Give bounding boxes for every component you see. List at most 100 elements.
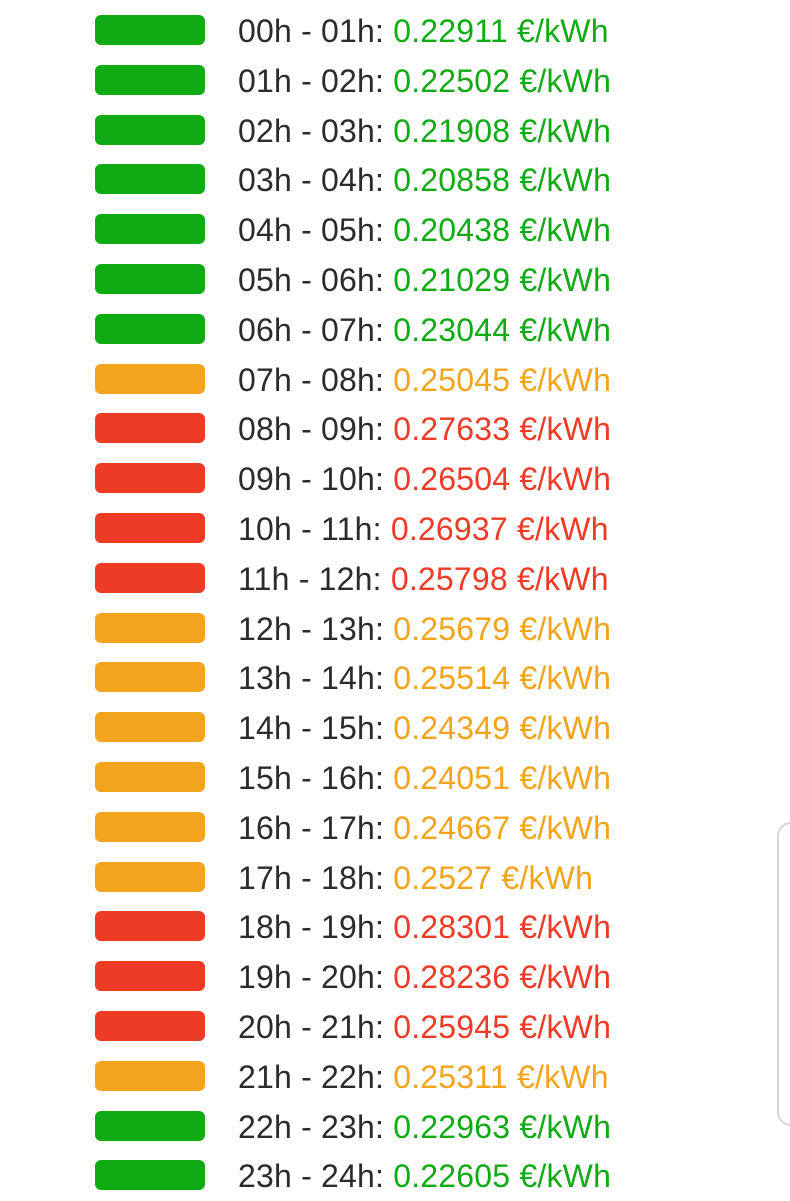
price-unit: €/kWh — [519, 62, 612, 99]
hour-range: 14h - 15h — [238, 710, 376, 747]
hour-separator: : — [375, 1058, 394, 1095]
hour-range: 11h - 12h — [238, 560, 373, 597]
price-unit: €/kWh — [519, 411, 612, 448]
hour-separator: : — [375, 660, 394, 697]
price-row: 08h - 09h: 0.27633 €/kWh — [0, 404, 790, 454]
price-row: 20h - 21h: 0.25945 €/kWh — [0, 1002, 790, 1052]
price-value: 0.25945 — [393, 1008, 511, 1045]
hour-range: 05h - 06h — [238, 261, 376, 298]
price-value: 0.25514 — [393, 660, 511, 697]
price-level-bar — [95, 911, 205, 942]
hour-separator: : — [375, 759, 394, 796]
price-level-bar — [95, 861, 205, 892]
price-level-bar — [95, 961, 205, 992]
price-level-bar — [95, 811, 205, 842]
price-label: 15h - 16h: 0.24051 €/kWh — [238, 758, 611, 798]
price-unit: €/kWh — [517, 510, 609, 547]
price-level-bar — [95, 463, 205, 494]
hour-range: 06h - 07h — [238, 311, 376, 348]
price-value: 0.24667 — [393, 809, 511, 846]
hour-range: 08h - 09h — [238, 411, 376, 448]
price-unit: €/kWh — [519, 909, 612, 946]
hour-separator: : — [375, 461, 394, 498]
price-label: 07h - 08h: 0.25045 €/kWh — [238, 360, 611, 400]
hour-separator: : — [375, 610, 394, 647]
price-label: 08h - 09h: 0.27633 €/kWh — [238, 409, 611, 449]
hour-range: 18h - 19h — [238, 909, 376, 946]
price-row: 12h - 13h: 0.25679 €/kWh — [0, 604, 790, 654]
price-value: 0.26504 — [393, 461, 511, 498]
price-row: 11h - 12h: 0.25798 €/kWh — [0, 554, 790, 604]
hour-range: 16h - 17h — [238, 809, 376, 846]
price-value: 0.25798 — [390, 560, 508, 597]
hour-separator: : — [375, 710, 394, 747]
price-level-bar — [95, 363, 205, 394]
price-level-bar — [95, 612, 205, 643]
price-label: 06h - 07h: 0.23044 €/kWh — [238, 310, 611, 350]
hour-range: 00h - 01h — [238, 13, 376, 49]
price-row: 06h - 07h: 0.23044 €/kWh — [0, 305, 790, 355]
price-label: 12h - 13h: 0.25679 €/kWh — [238, 609, 611, 649]
hour-range: 10h - 11h — [238, 510, 373, 547]
price-label: 09h - 10h: 0.26504 €/kWh — [238, 459, 611, 499]
price-value: 0.2527 — [393, 859, 493, 896]
price-label: 11h - 12h: 0.25798 €/kWh — [238, 559, 609, 599]
price-label: 21h - 22h: 0.25311 €/kWh — [238, 1057, 609, 1097]
price-unit: €/kWh — [519, 1158, 612, 1195]
price-label: 04h - 05h: 0.20438 €/kWh — [238, 210, 611, 250]
price-unit: €/kWh — [519, 610, 612, 647]
price-value: 0.25311 — [393, 1058, 508, 1095]
price-level-bar — [95, 64, 205, 95]
hour-range: 01h - 02h — [238, 62, 376, 99]
price-level-bar — [95, 1160, 205, 1191]
price-level-bar — [95, 263, 205, 294]
price-label: 13h - 14h: 0.25514 €/kWh — [238, 658, 611, 698]
hour-separator: : — [375, 859, 394, 896]
price-label: 17h - 18h: 0.2527 €/kWh — [238, 858, 593, 898]
price-unit: €/kWh — [519, 759, 612, 796]
price-unit: €/kWh — [519, 261, 612, 298]
price-label: 18h - 19h: 0.28301 €/kWh — [238, 907, 611, 947]
price-label: 16h - 17h: 0.24667 €/kWh — [238, 808, 611, 848]
price-label: 10h - 11h: 0.26937 €/kWh — [238, 509, 609, 549]
price-value: 0.21908 — [393, 112, 511, 149]
price-unit: €/kWh — [519, 959, 612, 996]
price-level-bar — [95, 761, 205, 792]
price-level-bar — [95, 562, 205, 593]
hour-range: 17h - 18h — [238, 859, 376, 896]
scroll-handle[interactable] — [777, 822, 790, 1126]
price-level-bar — [95, 1010, 205, 1041]
price-value: 0.25045 — [393, 361, 511, 398]
price-level-bar — [95, 313, 205, 344]
hour-separator: : — [375, 909, 394, 946]
price-row: 17h - 18h: 0.2527 €/kWh — [0, 853, 790, 903]
hour-separator: : — [372, 560, 391, 597]
hour-range: 19h - 20h — [238, 959, 376, 996]
price-level-bar — [95, 413, 205, 444]
hour-range: 02h - 03h — [238, 112, 376, 149]
price-value: 0.20438 — [393, 212, 511, 249]
hour-separator: : — [375, 62, 394, 99]
price-level-bar — [95, 114, 205, 145]
price-unit: €/kWh — [519, 710, 612, 747]
price-row: 07h - 08h: 0.25045 €/kWh — [0, 355, 790, 405]
price-row: 09h - 10h: 0.26504 €/kWh — [0, 454, 790, 504]
hour-separator: : — [375, 112, 394, 149]
hour-range: 07h - 08h — [238, 361, 376, 398]
hour-separator: : — [375, 162, 394, 199]
price-unit: €/kWh — [519, 809, 612, 846]
price-row: 18h - 19h: 0.28301 €/kWh — [0, 902, 790, 952]
price-row: 00h - 01h: 0.22911 €/kWh — [0, 6, 790, 56]
price-unit: €/kWh — [519, 361, 612, 398]
price-row: 16h - 17h: 0.24667 €/kWh — [0, 803, 790, 853]
price-label: 20h - 21h: 0.25945 €/kWh — [238, 1007, 611, 1047]
price-row: 01h - 02h: 0.22502 €/kWh — [0, 56, 790, 106]
price-value: 0.22605 — [393, 1158, 511, 1195]
price-row: 05h - 06h: 0.21029 €/kWh — [0, 255, 790, 305]
hour-range: 04h - 05h — [238, 212, 376, 249]
price-row: 19h - 20h: 0.28236 €/kWh — [0, 952, 790, 1002]
price-label: 19h - 20h: 0.28236 €/kWh — [238, 957, 611, 997]
price-level-bar — [95, 1060, 205, 1091]
price-row: 21h - 22h: 0.25311 €/kWh — [0, 1052, 790, 1102]
price-unit: €/kWh — [519, 1008, 612, 1045]
